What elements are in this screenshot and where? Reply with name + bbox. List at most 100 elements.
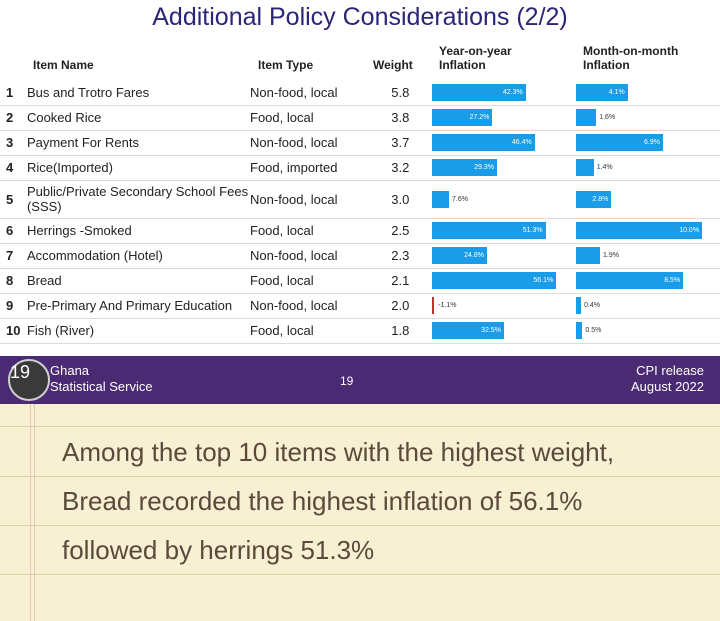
table-row: 8 Bread Food, local 2.1 56.1% 8.5% <box>0 268 720 294</box>
yoy-bar-label: 7.6% <box>452 195 468 203</box>
mom-bar-label: 1.9% <box>603 252 619 259</box>
item-type: Food, local <box>250 318 361 344</box>
yoy-cell: 24.8% <box>432 243 577 269</box>
organization-name: Ghana Statistical Service <box>50 363 153 395</box>
mom-bar <box>576 83 628 101</box>
row-number: 7 <box>0 243 27 269</box>
table-row: 3 Payment For Rents Non-food, local 3.7 46.4… <box>0 130 720 156</box>
yoy-bar-label: 56.1% <box>533 277 554 284</box>
item-weight: 3.0 <box>360 180 415 219</box>
yoy-bar-label: 51.3% <box>522 227 543 234</box>
row-number: 10 <box>0 318 27 344</box>
mom-bar-label: 2.8% <box>592 195 609 203</box>
yoy-bar-label: 46.4% <box>511 139 532 146</box>
mom-bar <box>576 247 600 264</box>
spacer <box>414 80 433 106</box>
note-line-2: Bread recorded the highest inflation of … <box>62 486 583 516</box>
mom-cell: 0.4% <box>576 293 720 319</box>
organization-line1: Ghana <box>50 363 90 378</box>
table-row: 6 Herrings -Smoked Food, local 2.5 51.3% 10.0… <box>0 218 720 244</box>
mom-bar-track: 8.5% <box>576 272 702 289</box>
mom-bar-track: 0.4% <box>576 297 702 314</box>
header-yoy: Year-on-year Inflation <box>439 44 512 72</box>
yoy-bar-track: -1.1% <box>432 297 558 314</box>
header-mom-line2: Inflation <box>583 58 630 72</box>
slide: Additional Policy Considerations (2/2) I… <box>0 3 720 404</box>
table-row: 4 Rice(Imported) Food, imported 3.2 29.3% 1.4… <box>0 155 720 181</box>
release-info: CPI release August 2022 <box>631 363 704 395</box>
mom-bar <box>576 222 703 239</box>
note-text: Among the top 10 items with the highest … <box>62 428 712 575</box>
item-name: Accommodation (Hotel) <box>26 243 251 269</box>
mom-bar-track: 2.8% <box>576 190 702 208</box>
item-type: Non-food, local <box>250 293 361 319</box>
yoy-bar-label: 29.3% <box>474 164 494 171</box>
mom-bar-label: 0.5% <box>585 327 602 334</box>
row-number: 4 <box>0 155 27 181</box>
yoy-cell: 51.3% <box>432 218 577 244</box>
inflation-table: 1 Bus and Trotro Fares Non-food, local 5.8 4… <box>0 80 720 344</box>
table-row: 9 Pre-Primary And Primary Education Non-fo… <box>0 293 720 319</box>
spacer <box>414 105 433 131</box>
item-type: Food, local <box>250 105 361 131</box>
mom-cell: 1.4% <box>576 155 720 181</box>
spacer <box>414 268 433 294</box>
table-row: 1 Bus and Trotro Fares Non-food, local 5.8 4… <box>0 80 720 106</box>
yoy-bar-track: 32.5% <box>432 322 558 339</box>
release-line1: CPI release <box>636 363 704 378</box>
spacer <box>414 180 433 219</box>
mom-bar-label: 10.0% <box>679 227 700 234</box>
spacer <box>414 293 433 319</box>
spacer <box>414 243 433 269</box>
note-line-1: Among the top 10 items with the highest … <box>62 437 615 467</box>
yoy-bar-track: 7.6% <box>432 190 558 208</box>
item-name: Bread <box>26 268 251 294</box>
row-number: 2 <box>0 105 27 131</box>
ruled-line <box>0 525 720 526</box>
header-item-name: Item Name <box>33 58 94 72</box>
release-line2: August 2022 <box>630 379 704 394</box>
yoy-bar-label: 24.8% <box>464 252 485 259</box>
page-number: 19 <box>340 374 354 388</box>
yoy-bar-track: 27.2% <box>432 109 558 126</box>
mom-bar <box>576 134 663 151</box>
mom-bar-label: 1.6% <box>599 114 616 121</box>
mom-bar-label: 6.9% <box>644 139 660 146</box>
note-line-3: followed by herrings 51.3% <box>62 535 375 565</box>
yoy-cell: 27.2% <box>432 105 577 131</box>
mom-cell: 2.8% <box>576 180 720 219</box>
mom-bar-track: 1.4% <box>576 159 702 176</box>
item-type: Food, imported <box>250 155 361 181</box>
item-type: Non-food, local <box>250 80 361 106</box>
mom-bar <box>576 297 582 314</box>
footer-bar: 19 Ghana Statistical Service 19 CPI rele… <box>0 356 720 404</box>
mom-bar <box>576 322 583 339</box>
mom-cell: 10.0% <box>576 218 720 244</box>
item-type: Food, local <box>250 218 361 244</box>
table-row: 7 Accommodation (Hotel) Non-food, local 2.3… <box>0 243 720 269</box>
yoy-bar <box>432 322 505 339</box>
item-weight: 3.2 <box>360 155 415 181</box>
spacer <box>414 155 433 181</box>
item-weight: 2.5 <box>360 218 415 244</box>
mom-bar <box>576 109 597 126</box>
item-name: Herrings -Smoked <box>26 218 251 244</box>
mom-bar-label: 0.4% <box>584 302 601 309</box>
margin-line <box>34 404 35 621</box>
spacer <box>414 130 433 156</box>
mom-bar-label: 4.1% <box>608 88 625 96</box>
yoy-bar-track: 42.3% <box>432 83 558 101</box>
item-weight: 2.0 <box>360 293 415 319</box>
mom-bar-label: 1.4% <box>596 164 613 171</box>
row-number: 8 <box>0 268 27 294</box>
table-row: 10 Fish (River) Food, local 1.8 32.5% 0.5% <box>0 318 720 344</box>
row-number: 5 <box>0 180 27 219</box>
item-weight: 2.1 <box>360 268 415 294</box>
yoy-bar <box>432 222 546 239</box>
yoy-bar <box>432 109 493 126</box>
slide-number-badge: 19 <box>10 362 31 382</box>
yoy-bar-label: -1.1% <box>438 302 457 309</box>
mom-bar-track: 6.9% <box>576 134 702 151</box>
yoy-cell: 42.3% <box>432 80 577 106</box>
yoy-bar-label: 32.5% <box>481 327 502 334</box>
